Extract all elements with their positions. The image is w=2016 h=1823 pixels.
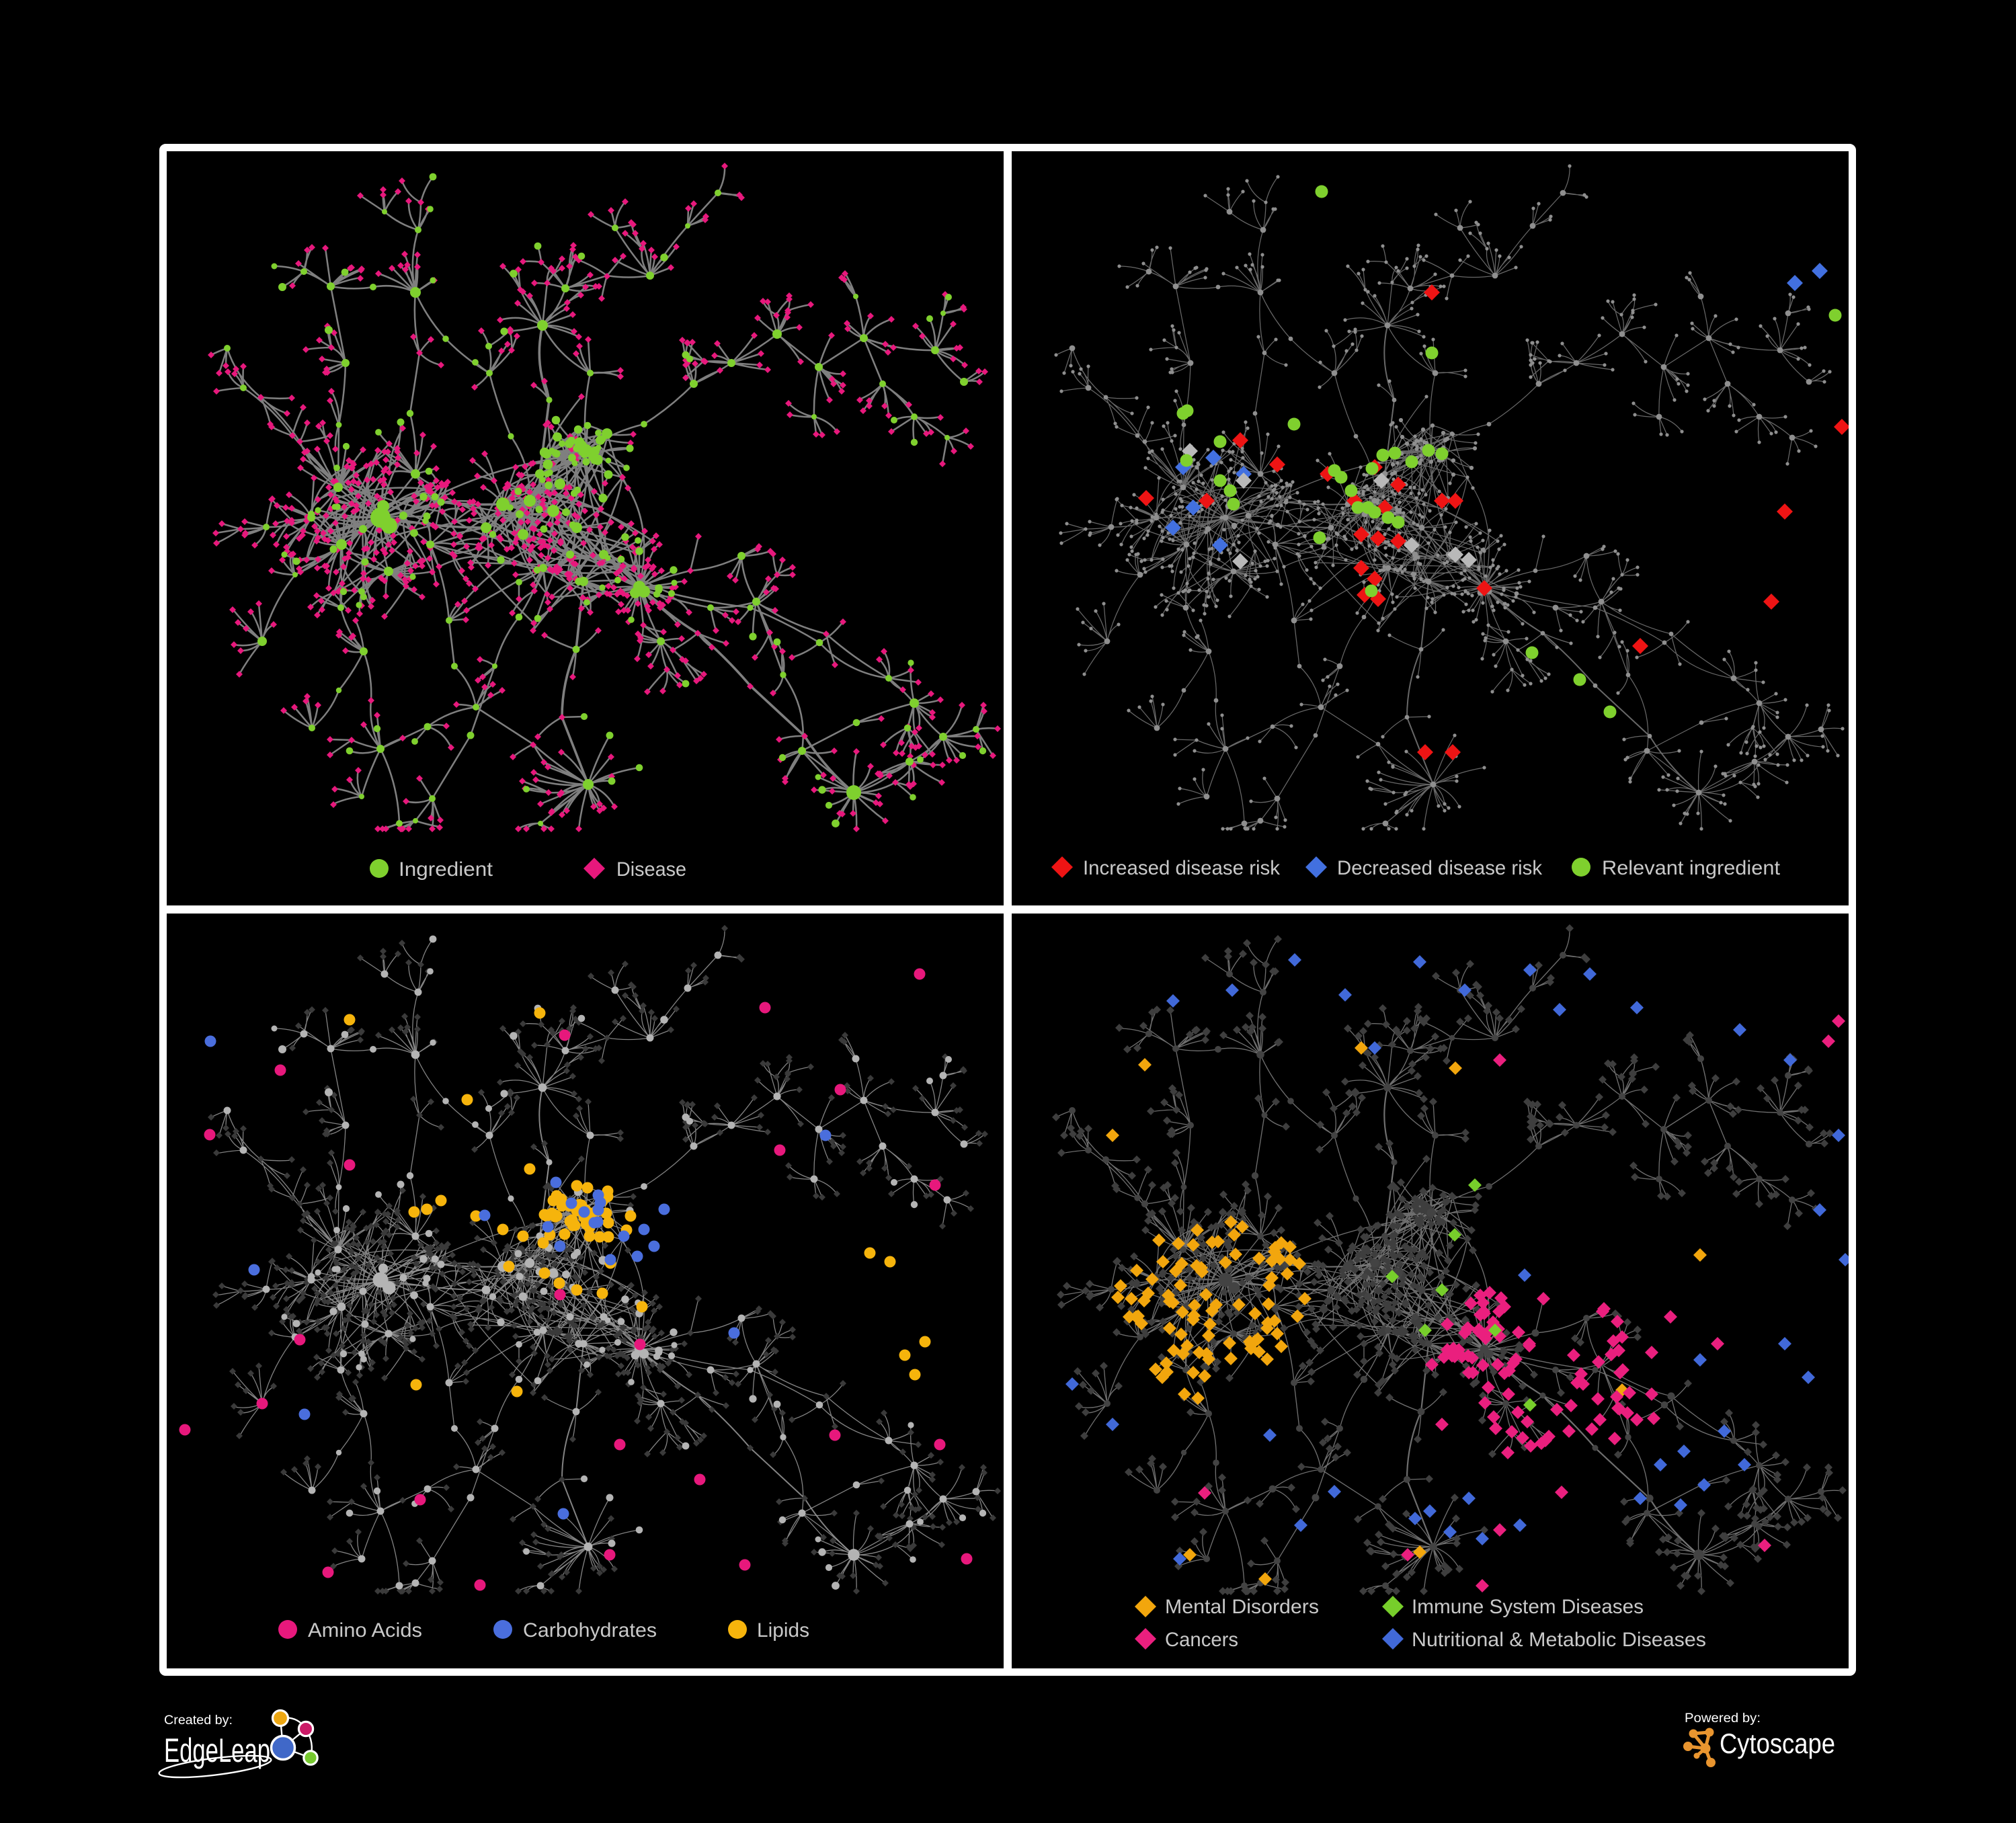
svg-text:Created by:: Created by: — [164, 1713, 233, 1728]
svg-text:Decreased disease risk: Decreased disease risk — [1337, 857, 1543, 879]
svg-text:Increased disease risk: Increased disease risk — [1083, 857, 1281, 879]
svg-text:Nutritional & Metabolic Diseas: Nutritional & Metabolic Diseases — [1412, 1629, 1706, 1651]
svg-text:Ingredient: Ingredient — [399, 858, 493, 881]
svg-text:Carbohydrates: Carbohydrates — [523, 1619, 657, 1642]
svg-text:Mental Disorders: Mental Disorders — [1165, 1596, 1319, 1618]
svg-text:Cytoscape: Cytoscape — [1720, 1728, 1835, 1759]
svg-text:Relevant ingredient: Relevant ingredient — [1602, 857, 1781, 879]
svg-text:Amino Acids: Amino Acids — [308, 1619, 422, 1642]
svg-text:Disease: Disease — [616, 858, 686, 881]
svg-text:Lipids: Lipids — [757, 1619, 809, 1642]
svg-text:Immune System Diseases: Immune System Diseases — [1412, 1596, 1644, 1618]
svg-text:Cancers: Cancers — [1165, 1629, 1238, 1651]
svg-text:Powered by:: Powered by: — [1685, 1711, 1761, 1726]
svg-text:EdgeLeap: EdgeLeap — [164, 1732, 270, 1769]
